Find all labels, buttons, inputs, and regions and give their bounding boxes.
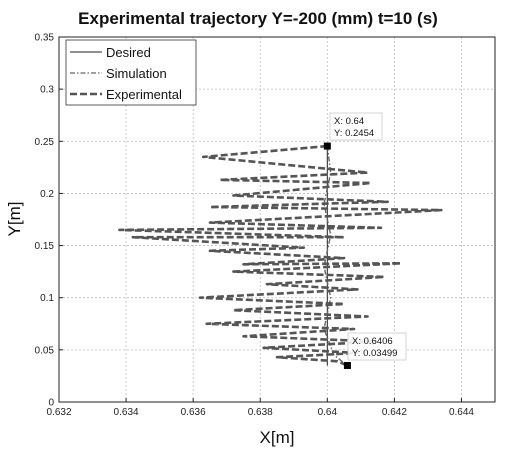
y-tick-label: 0.1 (40, 293, 54, 304)
datatip-y: Y: 0.2454 (334, 128, 374, 139)
legend-label-desired: Desired (106, 45, 151, 60)
datatip-marker[interactable] (323, 142, 331, 150)
datatip-bottom[interactable]: X: 0.6406 Y: 0.03499 (347, 332, 407, 361)
x-tick-label: 0.642 (382, 407, 407, 418)
plot-area (58, 36, 496, 403)
datatip-top[interactable]: X: 0.64 Y: 0.2454 (329, 112, 383, 141)
chart-title: Experimental trajectory Y=-200 (mm) t=10… (78, 9, 438, 28)
legend: Desired Simulation Experimental (65, 39, 197, 106)
datatip-box (329, 112, 383, 141)
y-tick-label: 0 (48, 398, 54, 409)
datatip-marker[interactable] (343, 362, 351, 370)
datatip-box (347, 332, 407, 361)
y-tick-label: 0.35 (35, 33, 55, 44)
series-experimental (118, 144, 443, 367)
y-tick-label: 0.15 (35, 241, 55, 252)
datatip-markers (323, 142, 351, 370)
datatip-y: Y: 0.03499 (352, 348, 397, 359)
x-tick-label: 0.638 (248, 407, 273, 418)
y-tick-label: 0.3 (40, 85, 54, 96)
x-tick-label: 0.644 (449, 407, 474, 418)
series-layer (118, 144, 443, 367)
y-axis-label: Y[m] (5, 202, 24, 237)
legend-label-simulation: Simulation (106, 66, 167, 81)
x-tick-label: 0.634 (114, 407, 139, 418)
datatip-x: X: 0.6406 (352, 336, 393, 347)
axis-ticks: 0.632 0.634 0.636 0.638 0.64 0.642 0.644 0 0.05 0… (35, 33, 475, 419)
x-axis-label: X[m] (260, 428, 295, 447)
x-tick-label: 0.64 (318, 407, 338, 418)
y-tick-label: 0.05 (35, 345, 55, 356)
datatip-x: X: 0.64 (334, 116, 364, 127)
y-tick-label: 0.25 (35, 137, 55, 148)
x-tick-label: 0.636 (181, 407, 206, 418)
legend-label-experimental: Experimental (106, 87, 182, 102)
y-tick-label: 0.2 (40, 189, 54, 200)
x-tick-label: 0.632 (46, 407, 71, 418)
